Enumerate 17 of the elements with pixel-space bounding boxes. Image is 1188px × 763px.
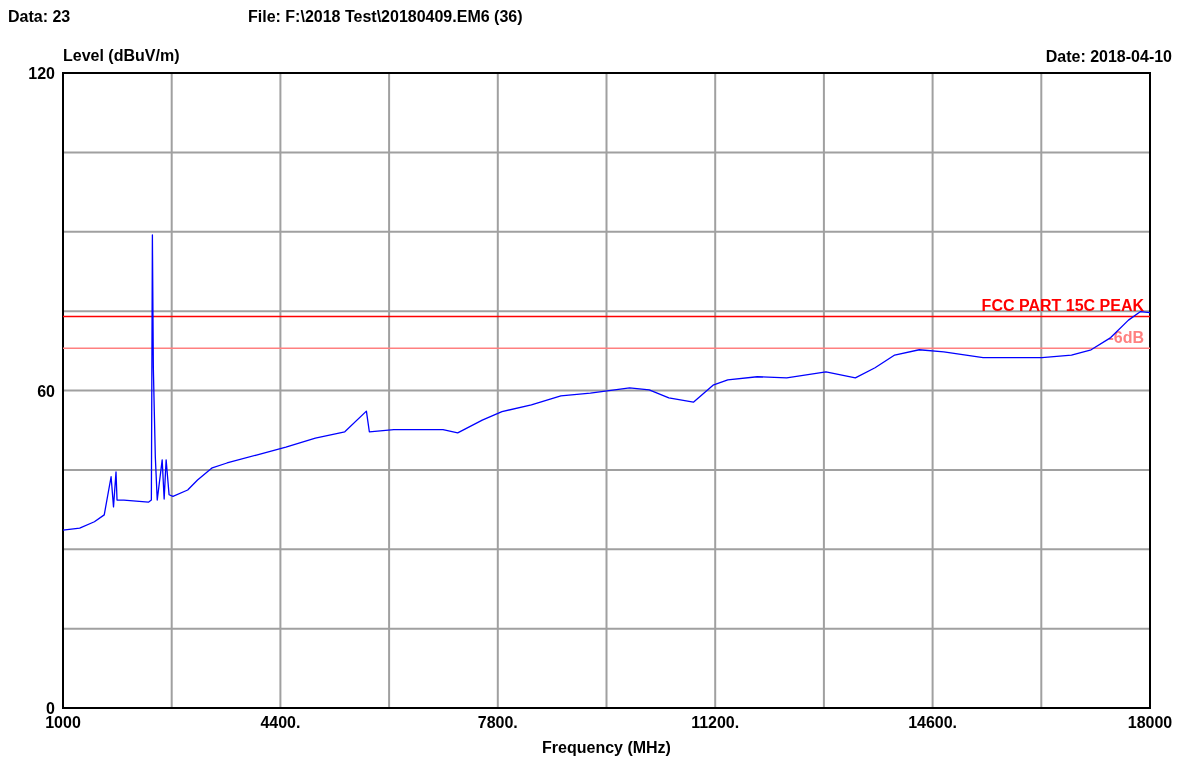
x-tick-label: 11200. (691, 714, 740, 731)
y-tick-label: 0 (46, 700, 56, 717)
x-tick-label: 18000 (1127, 714, 1173, 731)
x-axis-title: Frequency (MHz) (542, 739, 671, 756)
x-tick-label: 7800. (477, 714, 518, 731)
x-tick-label: 14600. (908, 714, 958, 731)
ref-line-label: FCC PART 15C PEAK (981, 297, 1145, 315)
y-axis-title: Level (dBuV/m) (63, 47, 180, 64)
text: Data: 23 (8, 8, 71, 25)
x-tick-label: 4400. (260, 714, 301, 731)
y-tick-label: 120 (28, 65, 56, 82)
line-series (62, 234, 1151, 531)
x-tick-label: 1000 (45, 714, 81, 731)
ref-line-label: -6dB (1108, 329, 1144, 347)
y-tick-label: 60 (37, 382, 56, 400)
text: Date: 2018-04-10 (1045, 48, 1173, 65)
text: File: F:\2018 Test\20180409.EM6 (36) (248, 8, 523, 25)
